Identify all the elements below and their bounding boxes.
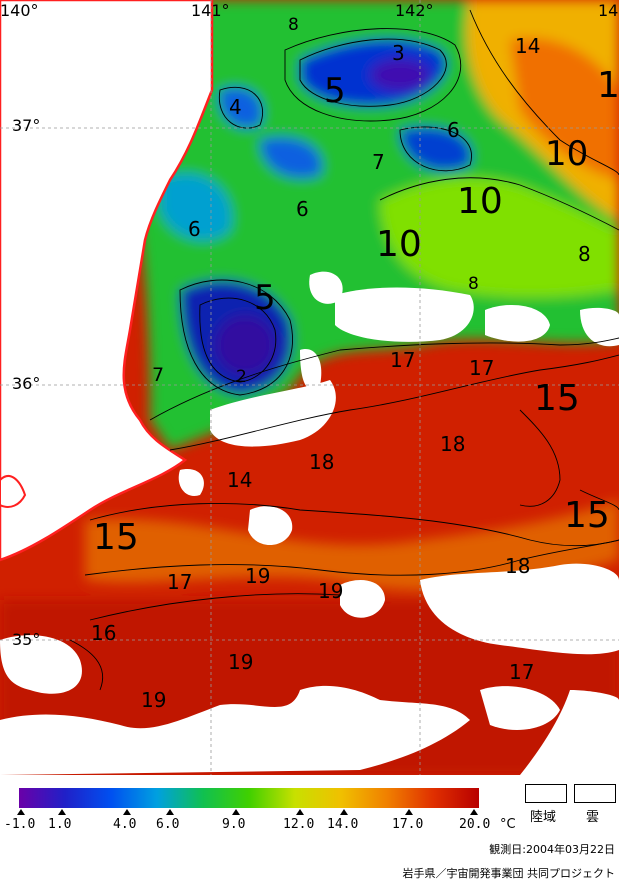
sea-surface-temperature-map: 140° 141° 142° 14 37° 36° 35° 8 3 5 14 1… xyxy=(0,0,619,775)
contour-label: 10 xyxy=(545,134,589,174)
colorbar-tick xyxy=(58,809,66,815)
contour-label: 15 xyxy=(534,378,580,419)
contour-label: 6 xyxy=(296,197,309,221)
colorbar-tick-label: 12.0 xyxy=(283,817,315,832)
colorbar-tick xyxy=(405,809,413,815)
colorbar-tick xyxy=(232,809,240,815)
colorbar-tick xyxy=(340,809,348,815)
colorbar-tick-label: -1.0 xyxy=(4,817,36,832)
project-credit: 岩手県／宇宙開発事業団 共同プロジェクト xyxy=(402,867,616,880)
contour-label: 19 xyxy=(228,650,254,674)
contour-label: 17 xyxy=(167,570,193,594)
colorbar-tick-label: 1.0 xyxy=(48,817,72,832)
contour-label: 10 xyxy=(597,65,619,106)
cloud-key-label: 雲 xyxy=(586,810,600,825)
colorbar-tick xyxy=(296,809,304,815)
contour-label: 4 xyxy=(229,95,242,119)
latitude-label-35: 35° xyxy=(12,630,41,649)
colorbar-tick-label: 14.0 xyxy=(327,817,359,832)
observation-date: 観測日:2004年03月22日 xyxy=(489,843,615,856)
contour-label: 19 xyxy=(141,688,167,712)
land-key-label: 陸域 xyxy=(530,810,557,825)
contour-label: 8 xyxy=(578,242,591,266)
contour-label: 7 xyxy=(152,364,165,386)
contour-label: 17 xyxy=(469,356,495,380)
cloud-cover xyxy=(0,271,619,775)
contour-label: 18 xyxy=(440,432,466,456)
land-key-swatch xyxy=(525,784,567,803)
contour-label: 8 xyxy=(468,274,479,294)
contour-label: 18 xyxy=(309,450,335,474)
land-area xyxy=(0,0,214,562)
colorbar-tick-label: 17.0 xyxy=(392,817,424,832)
legend-panel: -1.0 1.0 4.0 6.0 9.0 12.0 14.0 17.0 20.0… xyxy=(0,775,619,881)
colorbar-tick xyxy=(470,809,478,815)
contour-label: 7 xyxy=(372,150,385,174)
contour-label: 14 xyxy=(515,34,541,58)
contour-label: 18 xyxy=(505,554,531,578)
colorbar-tick xyxy=(123,809,131,815)
contour-label: 16 xyxy=(91,621,117,645)
colorbar-tick xyxy=(166,809,174,815)
contour-label: 5 xyxy=(324,71,346,111)
contour-label: 3 xyxy=(392,41,405,65)
contour-label: 10 xyxy=(376,224,422,265)
isotherm-contours xyxy=(69,9,619,691)
longitude-label-141: 141° xyxy=(191,1,230,20)
contour-label: 6 xyxy=(188,217,201,241)
colorbar-tick-label: 9.0 xyxy=(222,817,246,832)
latitude-label-37: 37° xyxy=(12,116,41,135)
longitude-label-143: 14 xyxy=(598,1,619,20)
cloud-key-swatch xyxy=(574,784,616,803)
contour-label: 2 xyxy=(236,367,247,387)
contour-label: 14 xyxy=(227,468,253,492)
colorbar-tick-label: 20.0 xyxy=(459,817,491,832)
longitude-label-140: 140° xyxy=(0,1,39,20)
contour-label: 17 xyxy=(509,660,535,684)
contour-label: 8 xyxy=(288,15,299,35)
contour-label: 6 xyxy=(447,118,460,142)
contour-label: 5 xyxy=(254,278,276,318)
contour-label: 19 xyxy=(245,564,271,588)
contour-label: 15 xyxy=(93,517,139,558)
coastline xyxy=(0,475,27,508)
colorbar-tick-label: 6.0 xyxy=(156,817,180,832)
colorbar-unit: °C xyxy=(500,817,516,832)
longitude-label-142: 142° xyxy=(395,1,434,20)
contour-label: 19 xyxy=(318,579,344,603)
contour-label: 10 xyxy=(457,181,503,222)
colorbar-tick xyxy=(17,809,25,815)
contour-label: 17 xyxy=(390,348,416,372)
temperature-field xyxy=(0,0,619,775)
contour-label: 15 xyxy=(564,495,610,536)
colorbar-tick-label: 4.0 xyxy=(113,817,137,832)
latitude-label-36: 36° xyxy=(12,374,41,393)
graticule xyxy=(0,0,619,775)
temperature-colorbar xyxy=(19,788,479,808)
